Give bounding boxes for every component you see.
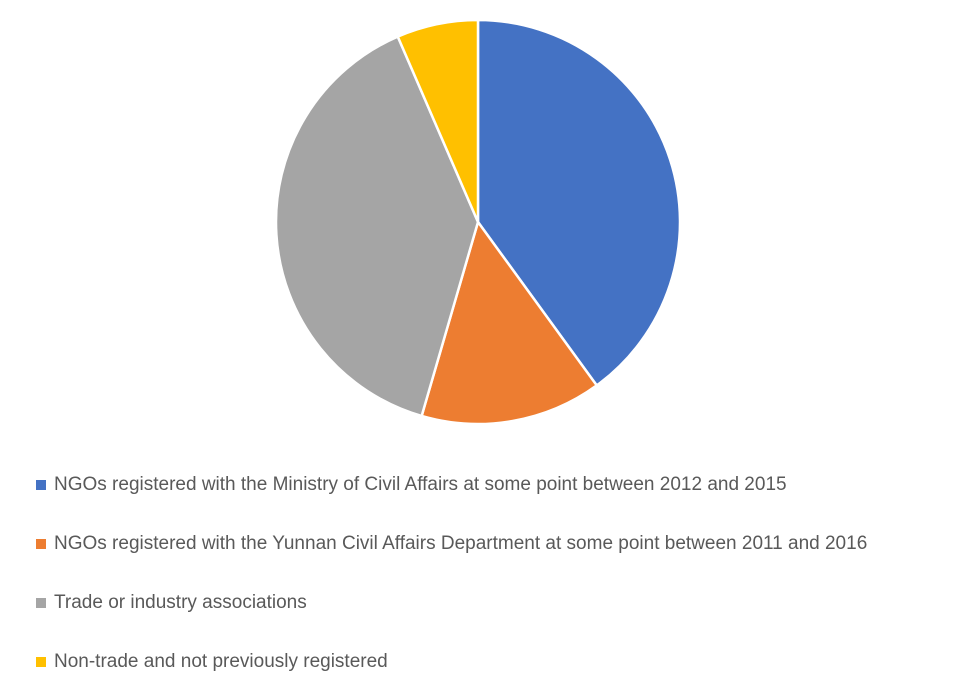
legend: NGOs registered with the Ministry of Civ… [36, 455, 867, 691]
slice-ministry [476, 18, 682, 387]
pie-chart [274, 18, 682, 426]
legend-label: NGOs registered with the Ministry of Civ… [54, 473, 787, 495]
slice-yunnan [420, 220, 598, 426]
legend-label: NGOs registered with the Yunnan Civil Af… [54, 532, 868, 554]
legend-item-trade: Trade or industry associations [36, 573, 867, 632]
legend-item-ministry: NGOs registered with the Ministry of Civ… [36, 455, 867, 514]
slice-non-trade [396, 18, 480, 224]
legend-swatch [36, 538, 46, 549]
legend-label: Non-trade and not previously registered [54, 650, 388, 672]
slice-trade [274, 35, 480, 418]
legend-label: Trade or industry associations [54, 591, 307, 613]
legend-swatch [36, 656, 46, 667]
legend-item-yunnan: NGOs registered with the Yunnan Civil Af… [36, 514, 867, 573]
legend-swatch [36, 479, 46, 490]
legend-item-non-trade: Non-trade and not previously registered [36, 632, 867, 691]
legend-swatch [36, 597, 46, 608]
